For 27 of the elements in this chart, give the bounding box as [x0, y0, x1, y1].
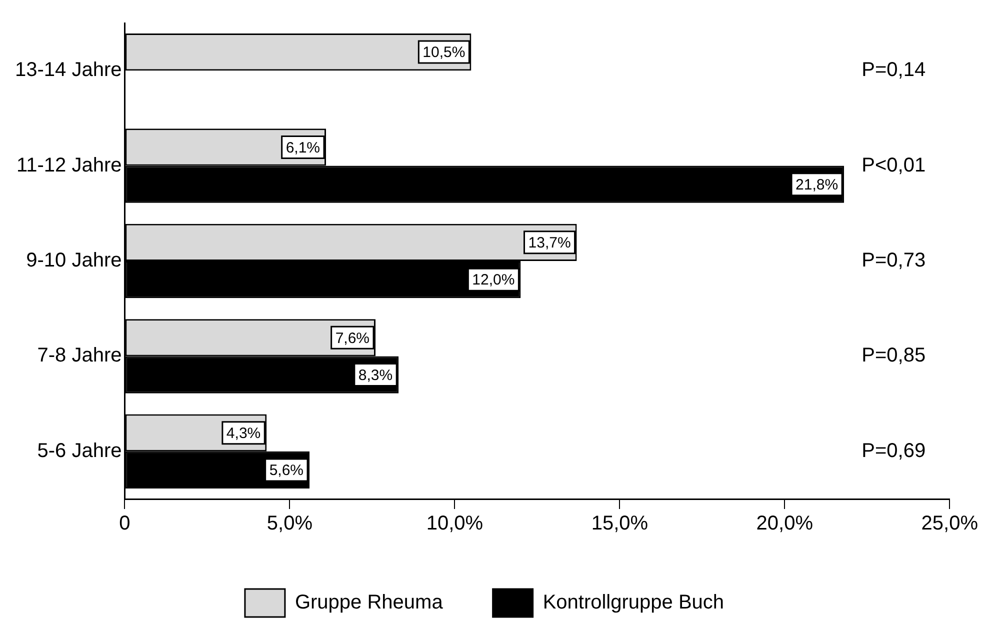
- data-label: 13,7%: [528, 234, 571, 252]
- data-label: 10,5%: [422, 44, 466, 62]
- y-tick-label: 11-12 Jahre: [16, 154, 122, 176]
- data-label: 8,3%: [358, 366, 393, 384]
- x-tick-label: 5,0%: [266, 512, 313, 535]
- x-tick-label: 25,0%: [921, 512, 978, 535]
- x-tick-label: 15,0%: [591, 512, 648, 535]
- data-label: 6,1%: [286, 139, 320, 156]
- annotation: P=0,14: [862, 59, 926, 82]
- annotation: P=0,73: [862, 250, 926, 272]
- data-label: 21,8%: [796, 176, 838, 194]
- x-tick-label: 20,0%: [756, 512, 814, 535]
- legend-label: Kontrollgruppe Buch: [542, 592, 724, 614]
- annotation: P<0,01: [862, 154, 926, 176]
- annotation: P=0,69: [862, 440, 926, 462]
- data-label: 4,3%: [226, 424, 261, 442]
- data-label: 7,6%: [335, 330, 370, 347]
- y-tick-label: 7-8 Jahre: [37, 344, 122, 367]
- legend-label: Gruppe Rheuma: [294, 592, 444, 614]
- data-label: 5,6%: [269, 462, 304, 480]
- annotation: P=0,85: [862, 344, 926, 367]
- y-tick-label: 13-14 Jahre: [14, 59, 122, 82]
- x-tick-label: 10,0%: [426, 512, 484, 535]
- x-tick-label: 0: [119, 512, 130, 535]
- y-tick-label: 5-6 Jahre: [37, 440, 122, 462]
- y-tick-label: 9-10 Jahre: [26, 250, 122, 272]
- data-label: 12,0%: [472, 272, 515, 289]
